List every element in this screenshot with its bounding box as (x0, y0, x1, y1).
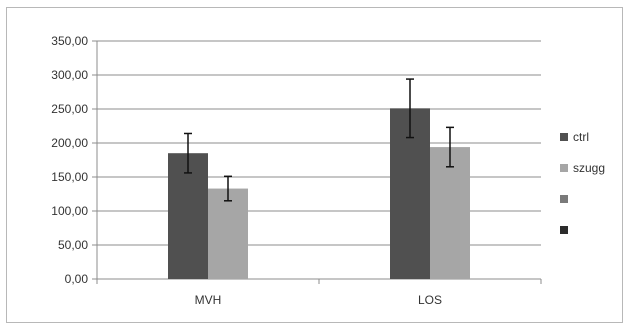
gridlines (97, 40, 541, 280)
y-tick-label: 300,00 (51, 68, 88, 82)
y-tick-label: 0,00 (65, 272, 89, 286)
error-bar-ctrl-LOS (406, 78, 414, 139)
bar-ctrl-MVH (168, 153, 208, 279)
y-tick-label: 50,00 (58, 238, 88, 252)
bar-szugg-MVH (208, 188, 248, 279)
y-tick-label: 350,00 (51, 34, 88, 48)
legend-swatch (560, 164, 568, 172)
legend-label: ctrl (573, 130, 589, 144)
legend-label: szugg (573, 161, 605, 175)
y-tick-label: 200,00 (51, 136, 88, 150)
x-tick-label: LOS (418, 293, 442, 307)
legend-swatch (560, 195, 568, 203)
error-bar-szugg-MVH (224, 175, 232, 202)
y-tick-label: 250,00 (51, 102, 88, 116)
error-bar-ctrl-MVH (184, 132, 192, 174)
legend-swatch (560, 226, 568, 234)
legend-swatch (560, 133, 568, 141)
error-bar-szugg-LOS (446, 126, 454, 168)
y-axis: 0,00 50,00 100,00 150,00 200,00 250,00 300,00 3… (51, 34, 98, 286)
y-tick-label: 100,00 (51, 204, 88, 218)
bar-szugg-LOS (430, 147, 470, 279)
x-tick-label: MVH (195, 293, 222, 307)
x-axis: MVH LOS (96, 278, 542, 307)
legend: ctrl szugg (560, 130, 605, 234)
bars (168, 78, 470, 279)
chart-frame (6, 7, 623, 323)
y-tick-label: 150,00 (51, 170, 88, 184)
